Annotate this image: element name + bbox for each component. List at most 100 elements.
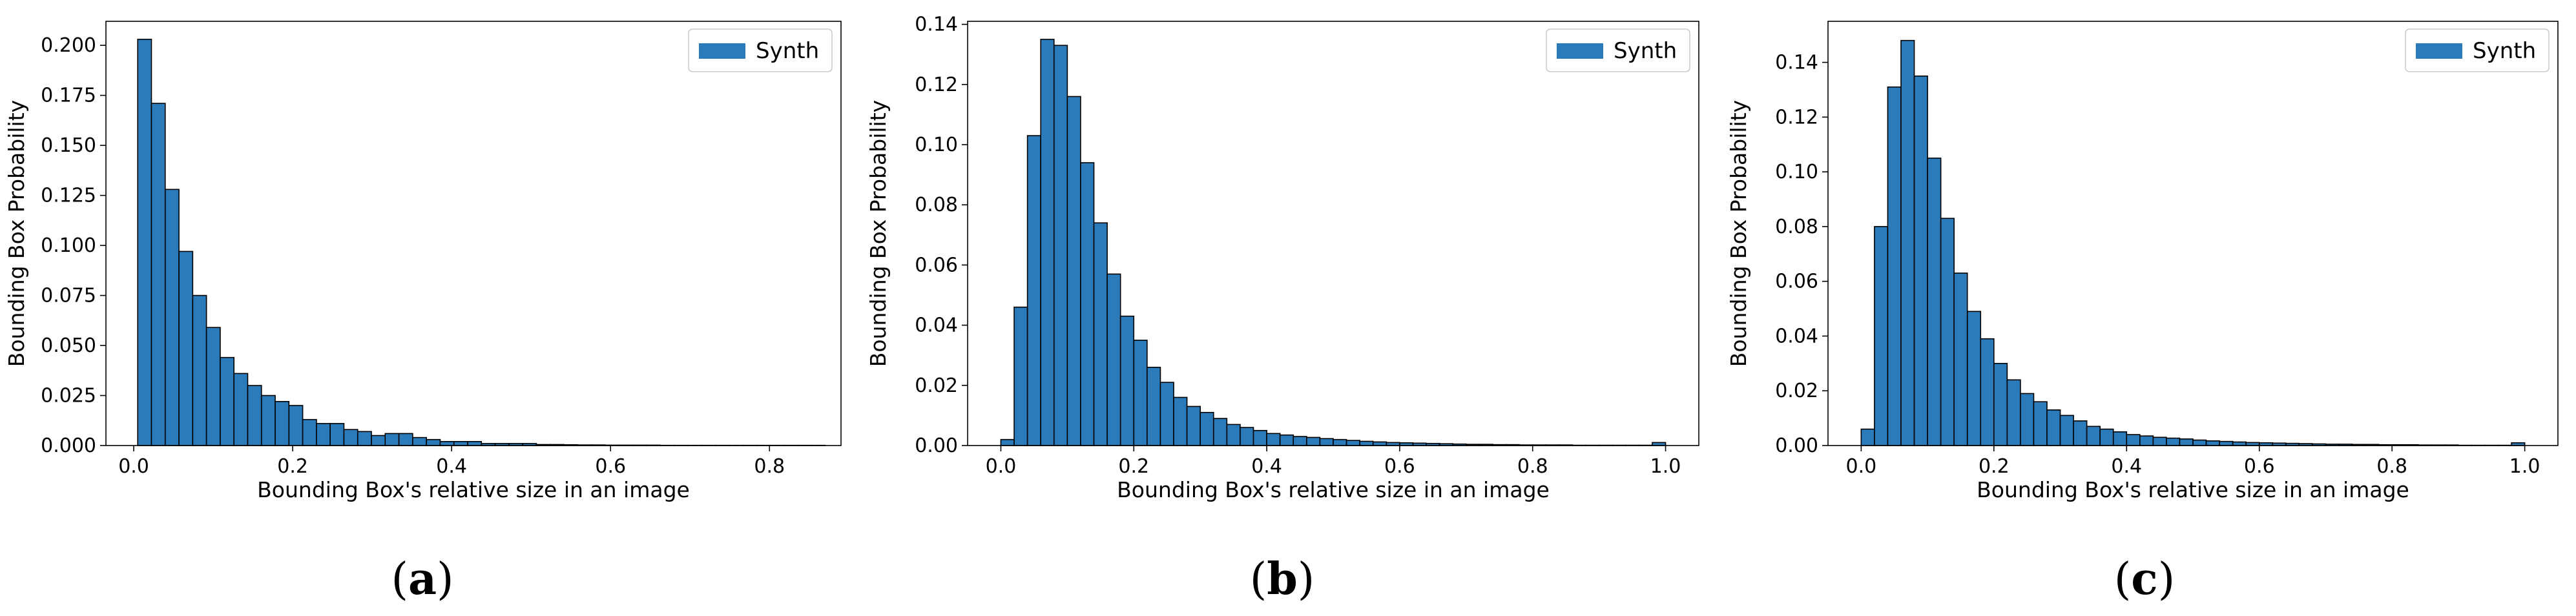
histogram-bar — [1053, 45, 1068, 446]
y-tick-label: 0.10 — [915, 134, 958, 156]
histogram-bar — [2059, 415, 2074, 446]
histogram-bar — [1186, 406, 1201, 446]
y-tick-label: 0.14 — [1775, 52, 1818, 74]
histogram-bar — [2086, 426, 2101, 446]
x-tick-label: 0.6 — [2244, 455, 2275, 478]
y-tick-label: 0.08 — [915, 194, 958, 216]
caption-close-paren: ) — [437, 554, 454, 605]
x-tick-label: 0.0 — [118, 455, 149, 478]
histogram-bar — [1940, 218, 1955, 446]
y-tick-label: 0.02 — [1775, 380, 1818, 402]
histogram-bar — [137, 39, 152, 446]
histogram-bar — [205, 327, 221, 446]
x-axis-label: Bounding Box's relative size in an image — [1977, 477, 2409, 502]
y-tick-label: 0.200 — [41, 34, 96, 57]
x-tick-label: 0.0 — [986, 455, 1017, 478]
panel-caption: (a) — [391, 553, 453, 605]
caption-open-paren: ( — [1250, 554, 1267, 605]
y-tick-label: 0.08 — [1775, 216, 1818, 238]
histogram-bar — [1293, 436, 1307, 446]
legend-label: Synth — [1614, 38, 1677, 64]
plot-frame — [967, 21, 1699, 446]
legend-box — [1546, 28, 1690, 72]
caption-open-paren: ( — [391, 554, 408, 605]
y-tick-label: 0.075 — [41, 285, 96, 307]
y-tick-label: 0.04 — [1775, 325, 1818, 347]
x-tick-label: 0.8 — [2376, 455, 2407, 478]
histogram-bar — [439, 440, 455, 446]
histogram-bar — [233, 373, 249, 446]
histogram-bar — [151, 103, 166, 446]
histogram-bar — [2099, 428, 2114, 446]
histogram-bar — [2219, 440, 2234, 446]
histogram-bar — [1319, 438, 1334, 446]
histogram-bar — [1212, 418, 1228, 446]
y-tick-label: 0.00 — [915, 435, 958, 457]
histogram-bar — [1147, 367, 1161, 446]
legend-swatch — [2416, 43, 2462, 59]
panel-caption: (b) — [1250, 553, 1315, 605]
histogram-bar — [384, 433, 400, 446]
histogram-bar — [2073, 420, 2088, 446]
histogram-bar — [302, 418, 317, 446]
histogram-bar — [2033, 401, 2048, 446]
histogram-bar — [1980, 338, 1995, 446]
histogram-bar — [2020, 393, 2035, 446]
histogram-bar — [2006, 379, 2021, 446]
legend: Synth — [1546, 28, 1690, 72]
histogram-bar — [247, 385, 262, 446]
histogram-bar — [1040, 39, 1055, 446]
x-tick-label: 0.6 — [1384, 455, 1415, 478]
histogram-bar — [1200, 411, 1214, 446]
panel-caption: (c) — [2114, 553, 2175, 605]
x-tick-label: 0.2 — [1979, 455, 2010, 478]
histogram-bar — [1900, 39, 1915, 446]
caption-letter: b — [1267, 553, 1298, 605]
histogram-bar — [1874, 226, 1889, 446]
histogram-bar — [343, 429, 358, 446]
y-tick-label: 0.10 — [1775, 161, 1818, 183]
histogram-bar — [1240, 427, 1254, 446]
histogram-bar — [1333, 438, 1347, 446]
y-tick-label: 0.04 — [915, 314, 958, 337]
plot-frame — [1827, 21, 2559, 446]
y-tick-label: 0.125 — [41, 185, 96, 207]
y-tick-label: 0.175 — [41, 85, 96, 107]
histogram-bar — [357, 431, 372, 446]
x-tick-label: 0.6 — [595, 455, 626, 478]
histogram-bar — [1966, 311, 1982, 446]
chart-panel: 0.0 0.2 0.4 0.6 0.8 1.0 0.00 0.02 0.04 0.06 0.08 0.… — [1726, 21, 2559, 605]
histogram-bar — [1173, 396, 1188, 446]
y-tick-label: 0.100 — [41, 234, 96, 257]
histogram-bar — [1306, 436, 1321, 446]
histogram-bar — [2179, 438, 2194, 446]
histogram-bar — [1080, 162, 1095, 446]
x-tick-label: 0.8 — [1517, 455, 1548, 478]
y-tick-label: 0.14 — [915, 14, 958, 36]
legend: Synth — [2405, 28, 2550, 72]
y-tick-label: 0.06 — [1775, 271, 1818, 293]
legend-swatch — [699, 43, 745, 59]
legend-label: Synth — [2473, 38, 2536, 64]
y-tick-label: 0.02 — [915, 375, 958, 397]
x-tick-label: 0.8 — [754, 455, 785, 478]
x-tick-label: 1.0 — [1650, 455, 1681, 478]
histogram-bar — [288, 405, 304, 446]
histogram-bar — [220, 356, 234, 446]
histogram-bar — [2046, 409, 2061, 446]
x-tick-label: 0.4 — [2111, 455, 2142, 478]
x-axis-label: Bounding Box's relative size in an image — [1117, 477, 1550, 502]
histogram-bar — [1887, 86, 1902, 446]
histogram-bar — [192, 294, 207, 446]
legend-box — [2405, 28, 2550, 72]
legend-box — [688, 28, 833, 72]
histogram-bar — [467, 440, 483, 446]
x-axis-label: Bounding Box's relative size in an image — [257, 477, 690, 502]
histogram-bar — [1372, 441, 1387, 446]
histogram-bar — [2166, 437, 2181, 446]
histogram-bar — [2205, 440, 2220, 446]
y-tick-label: 0.050 — [41, 334, 96, 357]
legend-swatch — [1557, 43, 1603, 59]
legend-label: Synth — [756, 38, 819, 64]
